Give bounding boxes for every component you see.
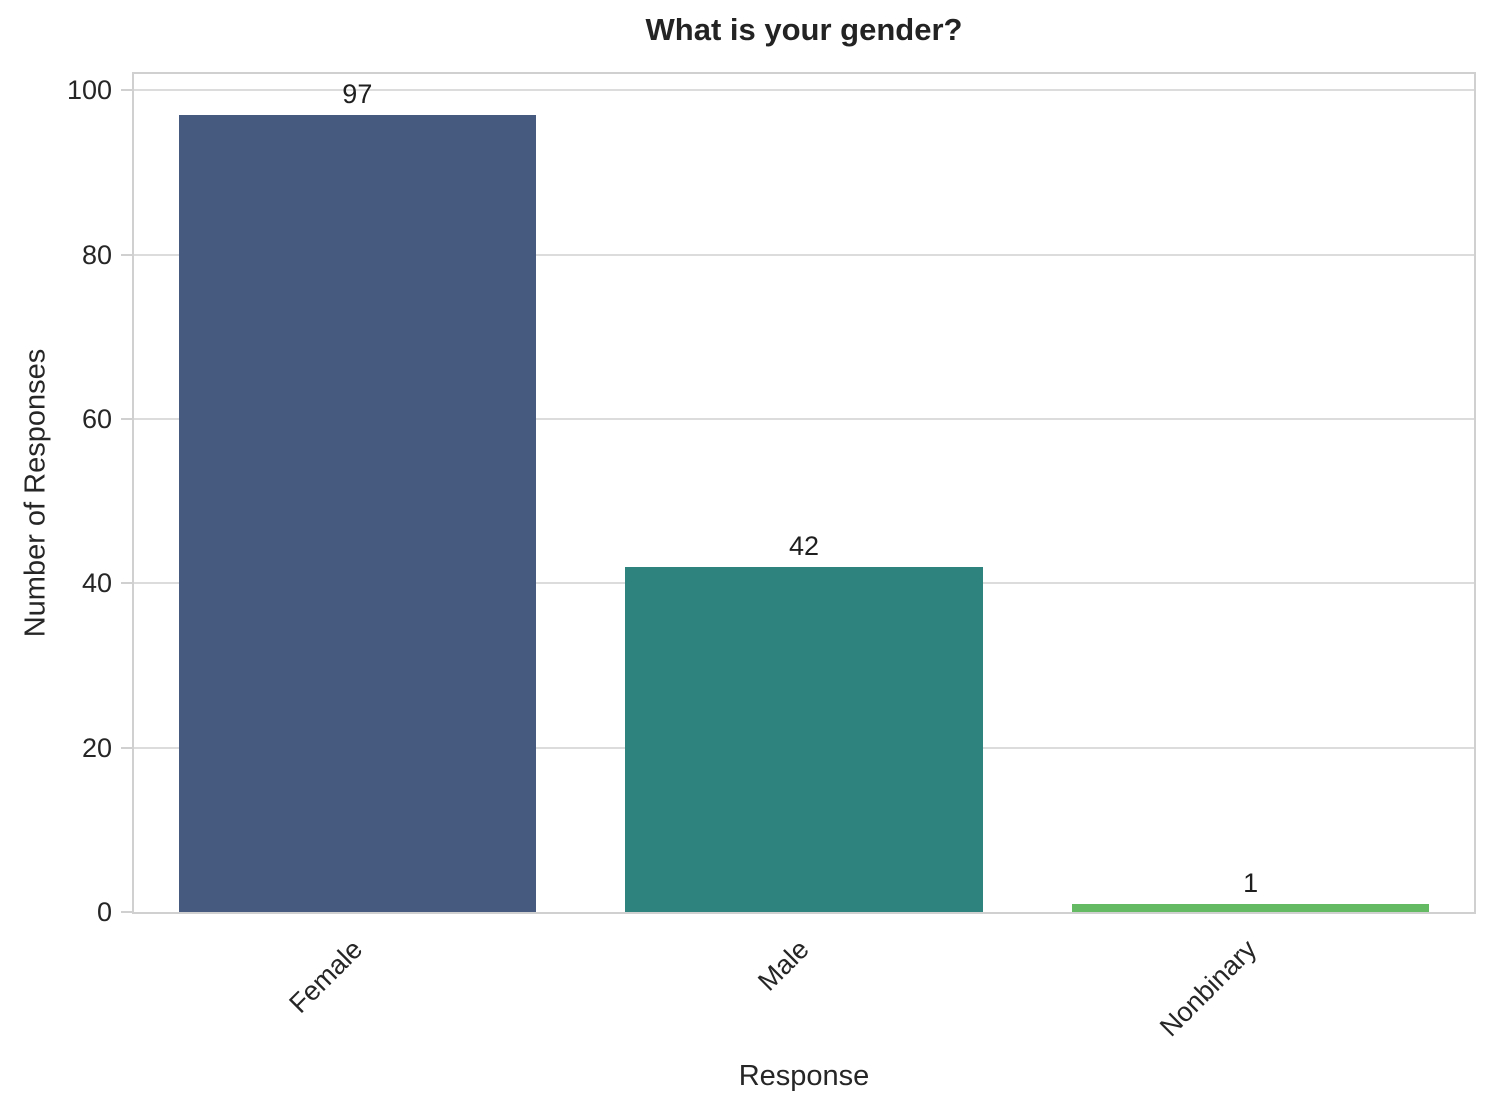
- y-tick-mark-20: [121, 746, 132, 749]
- x-tick-label-nonbinary: Nonbinary: [1153, 934, 1262, 1043]
- bar-value-label-nonbinary: 1: [1243, 867, 1259, 898]
- y-tick-label-80: 80: [81, 239, 112, 270]
- y-tick-mark-100: [121, 89, 132, 92]
- gridline-y-100: [134, 89, 1474, 92]
- x-tick-label-female: Female: [283, 934, 369, 1019]
- y-tick-label-40: 40: [81, 568, 112, 599]
- x-axis-label: Response: [738, 1060, 870, 1092]
- y-tick-mark-0: [121, 911, 132, 913]
- y-tick-label-20: 20: [81, 732, 112, 763]
- y-tick-mark-80: [121, 253, 132, 256]
- chart-title: What is your gender?: [645, 12, 963, 47]
- bar-value-label-male: 42: [788, 530, 820, 561]
- bar-value-label-female: 97: [342, 79, 373, 110]
- x-tick-label-male: Male: [752, 934, 816, 997]
- y-tick-label-0: 0: [96, 897, 112, 927]
- y-tick-mark-40: [121, 582, 132, 585]
- y-tick-label-100: 100: [66, 75, 112, 106]
- bar-male: [625, 566, 983, 912]
- y-tick-mark-60: [121, 418, 132, 421]
- y-tick-label-60: 60: [81, 404, 112, 435]
- bar-nonbinary: [1072, 903, 1430, 912]
- gridline-y-60: [134, 418, 1474, 421]
- bar-female: [178, 115, 536, 912]
- plot-area: 97 42 1: [132, 72, 1476, 914]
- gridline-y-80: [134, 253, 1474, 256]
